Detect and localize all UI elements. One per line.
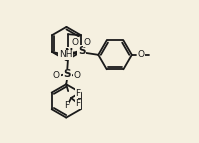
Text: N: N (64, 48, 72, 58)
Text: O: O (71, 38, 78, 47)
Text: O: O (138, 50, 145, 59)
Text: O: O (84, 38, 91, 47)
Text: O: O (53, 71, 60, 80)
Text: NH: NH (59, 50, 72, 59)
Text: S: S (63, 69, 71, 80)
Text: F: F (75, 99, 81, 108)
Text: F: F (75, 89, 81, 98)
Text: F: F (64, 101, 69, 110)
Text: O: O (74, 71, 81, 80)
Text: S: S (78, 46, 85, 56)
